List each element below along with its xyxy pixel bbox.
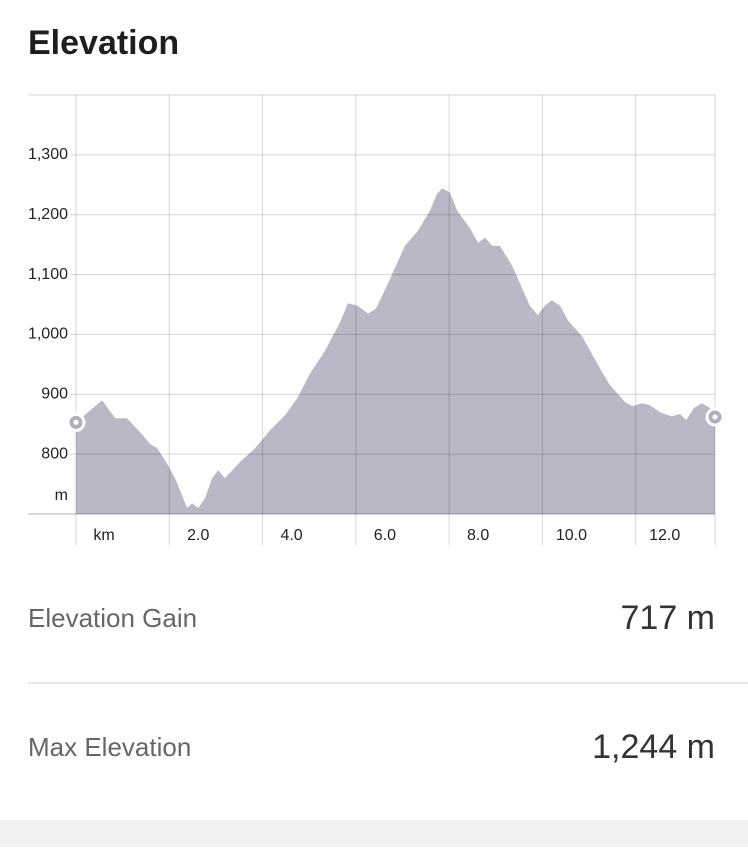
chart: 800 900 1,000 1,100 1,200 1,300 m 2.0 4.0 6.0 8.0 1…: [20, 94, 725, 545]
stat-label: Elevation Gain: [28, 603, 197, 633]
y-tick-label: 900: [41, 386, 68, 403]
y-tick-label: 1,100: [28, 266, 68, 283]
chart-title: Elevation: [28, 24, 179, 62]
footer-bar: [0, 820, 748, 847]
y-axis-label: m: [55, 487, 68, 504]
elevation-area: [76, 188, 715, 514]
x-tick-label: 8.0: [467, 527, 489, 544]
x-tick-label: 10.0: [556, 527, 587, 544]
tick-label-bg: [20, 444, 70, 465]
x-axis-label: km: [93, 527, 114, 544]
y-tick-label: 1,300: [28, 146, 68, 163]
x-tick-label: 12.0: [649, 527, 680, 544]
stat-value: 717 m: [621, 599, 716, 637]
x-tick-label: 4.0: [280, 527, 302, 544]
tick-label-bg: [20, 384, 70, 405]
y-tick-label: 1,200: [28, 206, 68, 223]
tick-label-bg: [20, 324, 70, 345]
endpoint-marker-dot: [73, 419, 79, 425]
tick-label-bg: [20, 204, 70, 225]
endpoint-marker-dot: [712, 414, 718, 420]
y-tick-label: 800: [41, 445, 68, 462]
tick-label-bg: [20, 144, 70, 165]
y-tick-label: 1,000: [28, 326, 68, 343]
x-tick-label: 2.0: [187, 527, 209, 544]
tick-label-bg: [20, 264, 70, 285]
stat-value: 1,244 m: [592, 728, 715, 766]
x-tick-label: 6.0: [374, 527, 396, 544]
stat-label: Max Elevation: [28, 732, 191, 762]
